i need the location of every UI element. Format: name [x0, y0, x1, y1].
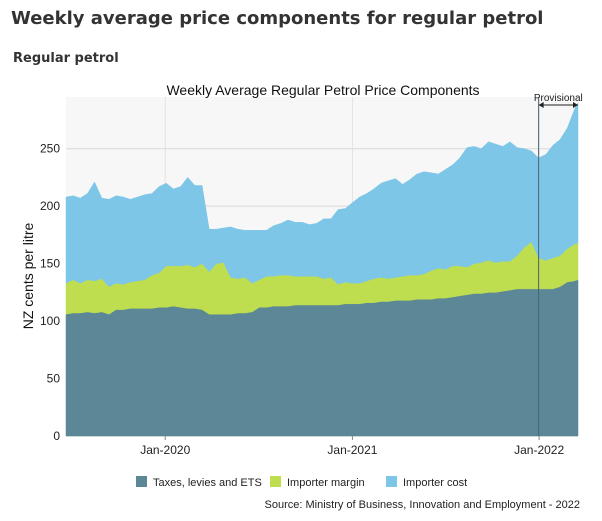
provisional-arrowhead	[573, 102, 578, 108]
provisional-marker: Provisional	[534, 93, 583, 436]
legend-label: Importer margin	[287, 477, 365, 489]
y-tick-label: 200	[40, 199, 60, 213]
legend-swatch	[270, 476, 281, 487]
x-tick-label: Jan-2020	[140, 443, 190, 457]
y-tick-label: 250	[40, 142, 60, 156]
y-tick-label: 50	[47, 372, 61, 386]
area-series	[65, 102, 579, 437]
section-heading: Regular petrol	[13, 51, 119, 66]
x-tick-label: Jan-2022	[514, 443, 564, 457]
legend-swatch	[386, 476, 397, 487]
legend: Taxes, levies and ETS Importer margin Impo…	[136, 476, 467, 489]
x-tick-label: Jan-2021	[327, 443, 377, 457]
y-tick-label: 150	[40, 257, 60, 271]
legend-label: Importer cost	[403, 477, 467, 489]
series-area-3	[65, 102, 579, 287]
legend-label: Taxes, levies and ETS	[153, 477, 262, 489]
chart-title: Weekly Average Regular Petrol Price Comp…	[166, 82, 479, 98]
y-axis-label: NZ cents per litre	[20, 222, 36, 329]
page-heading: Weekly average price components for regu…	[11, 8, 544, 29]
y-tick-label: 0	[53, 429, 60, 443]
y-tick-label: 100	[40, 314, 60, 328]
stacked-area-chart: Provisional 0 50 100 150 200 250 Jan-2020 Jan-2…	[20, 82, 583, 511]
legend-swatch	[136, 476, 147, 487]
provisional-label: Provisional	[534, 93, 583, 104]
axes: 0 50 100 150 200 250 Jan-2020 Jan-2021 Jan-2022	[40, 142, 564, 457]
source-note: Source: Ministry of Business, Innovation…	[265, 499, 581, 511]
chart-panel: Provisional 0 50 100 150 200 250 Jan-2020 Jan-2…	[12, 80, 592, 517]
provisional-arrowhead	[538, 102, 544, 108]
